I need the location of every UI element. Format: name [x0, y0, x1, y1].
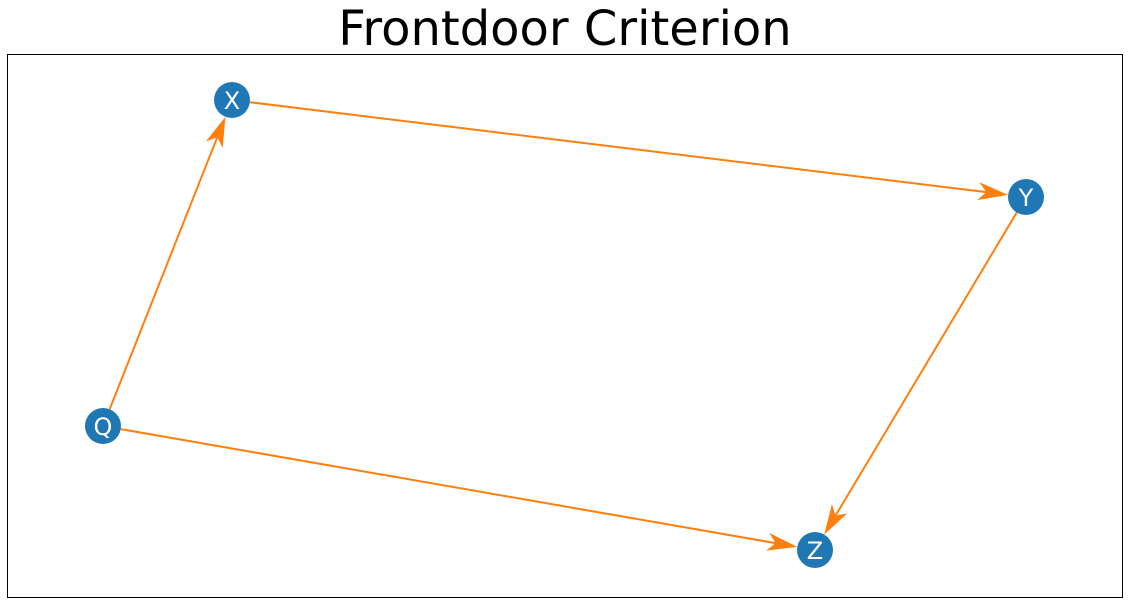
- edge-y-to-z: [824, 211, 1018, 535]
- edge-x-to-y: [249, 101, 1009, 201]
- edge-q-to-x: [108, 116, 226, 410]
- edge-q-to-z: [120, 428, 798, 551]
- node-label: Q: [94, 413, 113, 441]
- edge-line: [249, 101, 987, 194]
- plot-frame: [7, 54, 1123, 598]
- arrowhead: [205, 116, 226, 148]
- diagram-title: Frontdoor Criterion: [338, 1, 792, 57]
- arrowhead: [824, 504, 848, 535]
- arrowhead: [766, 532, 798, 551]
- node-x: X: [214, 82, 250, 118]
- node-circle: [85, 408, 121, 444]
- arrowhead: [977, 182, 1009, 201]
- node-label: Z: [807, 537, 823, 565]
- node-circle: [797, 532, 833, 568]
- edge-line: [834, 211, 1018, 517]
- node-q: Q: [85, 408, 121, 444]
- node-circle: [214, 82, 250, 118]
- node-y: Y: [1008, 179, 1044, 215]
- node-z: Z: [797, 532, 833, 568]
- node-circle: [1008, 179, 1044, 215]
- node-label: Y: [1018, 184, 1034, 212]
- edge-line: [108, 136, 219, 410]
- node-label: X: [224, 87, 240, 115]
- edge-line: [120, 428, 776, 545]
- nodes-layer: X Y Q Z: [85, 82, 1044, 568]
- edges-layer: [108, 101, 1018, 551]
